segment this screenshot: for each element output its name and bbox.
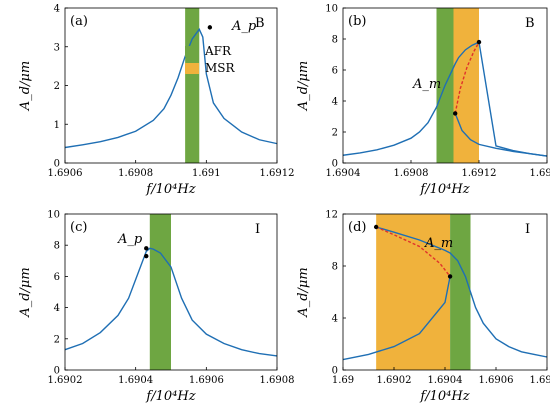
panel-a-tag: B — [255, 16, 265, 31]
panel-d-xtick-label-4: 1.6908 — [530, 375, 550, 386]
panel-c-ytick-label-3: 6 — [54, 272, 60, 283]
panel-c-xtick-label-1: 1.6904 — [118, 375, 153, 386]
panel-c-xtick-label-2: 1.6906 — [189, 375, 224, 386]
panel-d-unstable-curve — [375, 226, 451, 277]
panel-b-ytick-label-1: 2 — [332, 128, 338, 139]
panel-d-afr-band — [450, 214, 471, 370]
panel-c-xlabel: f/10⁴Hz — [145, 389, 195, 404]
panel-c-ytick-label-2: 4 — [54, 303, 60, 314]
panel-c-afr-band — [149, 214, 171, 370]
panel-b-xtick-label-2: 1.6912 — [462, 168, 497, 179]
panel-d-ytick-label-3: 12 — [325, 210, 338, 221]
panel-c-tag: I — [255, 222, 260, 237]
panel-c-stable-curve — [64, 247, 278, 357]
panel-a-stable-curve — [64, 27, 278, 149]
panel-b-xtick-label-3: 1.6916 — [530, 168, 550, 179]
panel-a-xtick-label-0: 1.6906 — [48, 168, 83, 179]
panel-a-ytick-label-3: 3 — [54, 42, 60, 53]
panel-c-xtick-label-3: 1.6908 — [260, 375, 295, 386]
panel-b-ylabel: A_d/μm — [296, 61, 311, 111]
panel-a-xtick-label-1: 1.6908 — [118, 168, 153, 179]
panel-d-ytick-label-1: 4 — [332, 314, 338, 325]
panel-d-xlabel: f/10⁴Hz — [419, 389, 469, 404]
panel-c-ytick-label-0: 0 — [54, 366, 60, 377]
panel-b-ytick-label-0: 0 — [332, 159, 338, 170]
panel-d-xtick-label-1: 1.6902 — [377, 375, 412, 386]
panel-a-marker-0 — [207, 25, 213, 30]
panel-b-stable-curve — [342, 41, 548, 157]
panel-c-ytick-label-1: 2 — [54, 334, 60, 345]
panel-d-msr-band — [376, 214, 451, 370]
legend-msr-swatch — [185, 63, 199, 74]
legend-afr-swatch — [185, 46, 199, 57]
panel-d-ytick-label-2: 8 — [332, 262, 338, 273]
panel-c-ytick-label-4: 8 — [54, 241, 60, 252]
panel-b-xtick-label-1: 1.6908 — [394, 168, 429, 179]
panel-d-tag: I — [525, 222, 530, 237]
panel-d-xtick-label-3: 1.6906 — [479, 375, 514, 386]
panel-c-ytick-label-5: 10 — [47, 210, 60, 221]
panel-a-ytick-label-4: 4 — [54, 4, 60, 15]
panel-d-stable-curve — [375, 226, 548, 358]
panel-d-ylabel: A_d/μm — [296, 267, 311, 317]
panel-c-label: (c) — [70, 220, 87, 235]
panel-b-label: (b) — [348, 14, 366, 29]
panel-d-label: (d) — [348, 220, 366, 235]
panel-a-xtick-label-3: 1.6912 — [260, 168, 295, 179]
annotation-A_m-1: A_m — [412, 77, 441, 92]
panel-d-marker-1 — [447, 274, 453, 279]
legend-msr-label: MSR — [205, 61, 236, 75]
annotation-A_m-3: A_m — [424, 236, 453, 251]
panel-b-ytick-label-2: 4 — [332, 97, 338, 108]
panel-a-ytick-label-2: 2 — [54, 81, 60, 92]
panel-b-stable-lower-curve — [454, 113, 548, 157]
panel-b-ytick-label-4: 8 — [332, 35, 338, 46]
panel-b-tag: B — [525, 16, 535, 31]
legend-afr-label: AFR — [204, 44, 232, 58]
panel-a-ytick-label-0: 0 — [54, 159, 60, 170]
panel-c-xtick-label-0: 1.6902 — [48, 375, 83, 386]
panel-b-xtick-label-0: 1.6904 — [326, 168, 361, 179]
panel-b-unstable-curve — [454, 41, 480, 114]
panel-c-axes-frame — [64, 213, 278, 371]
panel-a-ylabel: A_d/μm — [18, 61, 33, 111]
panel-a-ytick-label-1: 1 — [54, 120, 60, 131]
panel-d-stable-lower-curve — [342, 276, 451, 361]
panel-b-marker-0 — [476, 39, 482, 45]
panel-a-xlabel: f/10⁴Hz — [145, 182, 195, 197]
annotation-A_p-2: A_p — [117, 232, 143, 247]
panel-c-marker-1 — [144, 253, 149, 259]
panel-b-marker-1 — [453, 111, 458, 116]
panel-a-xtick-label-2: 1.691 — [192, 168, 221, 179]
panel-a-label: (a) — [70, 14, 88, 29]
panel-d-xtick-label-2: 1.6904 — [428, 375, 463, 386]
panel-d-xtick-label-0: 1.69 — [332, 375, 354, 386]
panel-c-ylabel: A_d/μm — [18, 267, 33, 317]
panel-b-axes-frame — [342, 7, 548, 164]
panel-b-msr-band — [453, 8, 479, 163]
panel-c-marker-0 — [144, 246, 149, 251]
panel-d-ytick-label-0: 0 — [332, 366, 338, 377]
panel-b-ytick-label-5: 10 — [325, 4, 338, 15]
panel-d-marker-0 — [373, 224, 379, 230]
panel-b-ytick-label-3: 6 — [332, 66, 338, 77]
panel-b-xlabel: f/10⁴Hz — [419, 182, 469, 197]
annotation-A_p-0: A_p — [231, 19, 257, 34]
